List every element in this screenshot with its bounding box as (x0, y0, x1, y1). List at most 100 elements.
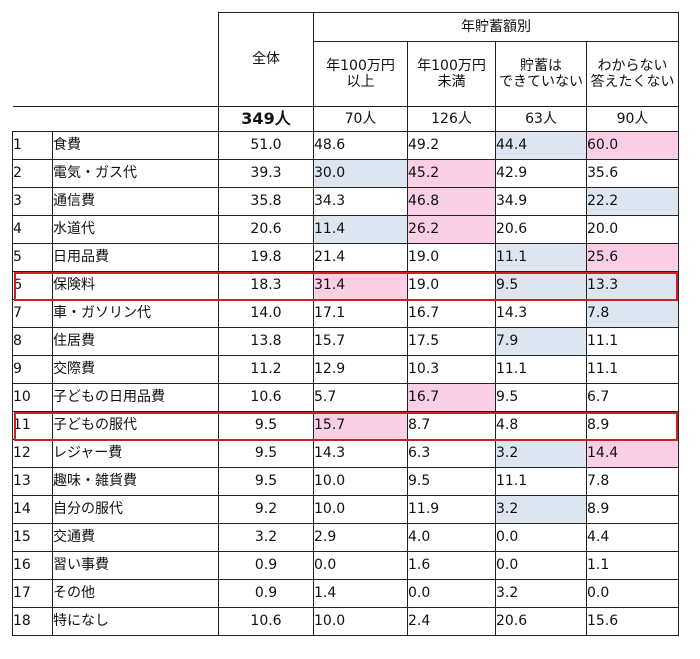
total-cell: 0.9 (218, 579, 314, 608)
value-cell: 15.7 (313, 411, 408, 440)
value-cell: 14.3 (313, 439, 408, 468)
value-cell: 7.8 (586, 467, 679, 496)
column-header: 貯蓄は できていない (495, 41, 587, 107)
column-count: 63人 (495, 106, 587, 132)
table-row: 1 食費 51.0 48.6 49.2 44.4 60.0 (12, 131, 679, 160)
value-cell: 26.2 (407, 215, 496, 244)
table-row: 4 水道代 20.6 11.4 26.2 20.6 20.0 (12, 215, 679, 244)
item-cell: 通信費 (52, 187, 219, 216)
rank-cell: 8 (12, 327, 53, 356)
value-cell: 15.6 (586, 607, 679, 636)
value-cell: 34.9 (495, 187, 587, 216)
value-cell: 31.4 (313, 271, 408, 300)
value-cell: 30.0 (313, 159, 408, 188)
value-cell: 22.2 (586, 187, 679, 216)
item-cell: 子どもの日用品費 (52, 383, 219, 412)
value-cell: 7.8 (586, 299, 679, 328)
value-cell: 11.1 (586, 355, 679, 384)
rank-cell: 18 (12, 607, 53, 636)
rank-cell: 4 (12, 215, 53, 244)
value-cell: 14.4 (586, 439, 679, 468)
value-cell: 0.0 (313, 551, 408, 580)
value-cell: 19.0 (407, 243, 496, 272)
value-cell: 60.0 (586, 131, 679, 160)
table-row: 6 保険料 18.3 31.4 19.0 9.5 13.3 (12, 271, 679, 300)
count-row-blank (12, 106, 219, 132)
value-cell: 8.9 (586, 411, 679, 440)
value-cell: 13.3 (586, 271, 679, 300)
rank-cell: 1 (12, 131, 53, 160)
rank-cell: 10 (12, 383, 53, 412)
total-cell: 0.9 (218, 551, 314, 580)
total-cell: 10.6 (218, 383, 314, 412)
value-cell: 9.5 (495, 271, 587, 300)
item-cell: 特になし (52, 607, 219, 636)
table-row: 10 子どもの日用品費 10.6 5.7 16.7 9.5 6.7 (12, 383, 679, 412)
value-cell: 15.7 (313, 327, 408, 356)
table-row: 8 住居費 13.8 15.7 17.5 7.9 11.1 (12, 327, 679, 356)
value-cell: 4.4 (586, 523, 679, 552)
value-cell: 3.2 (495, 579, 587, 608)
table-body: 1 食費 51.0 48.6 49.2 44.4 60.0 2 電気・ガス代 39.3 30.0 45… (12, 131, 679, 636)
rank-cell: 2 (12, 159, 53, 188)
value-cell: 1.4 (313, 579, 408, 608)
corner-blank (12, 12, 219, 107)
total-cell: 13.8 (218, 327, 314, 356)
total-cell: 10.6 (218, 607, 314, 636)
table-row: 14 自分の服代 9.2 10.0 11.9 3.2 8.9 (12, 495, 679, 524)
table-row: 16 習い事費 0.9 0.0 1.6 0.0 1.1 (12, 551, 679, 580)
item-cell: 車・ガソリン代 (52, 299, 219, 328)
value-cell: 46.8 (407, 187, 496, 216)
table-row: 3 通信費 35.8 34.3 46.8 34.9 22.2 (12, 187, 679, 216)
item-cell: 住居費 (52, 327, 219, 356)
total-cell: 9.2 (218, 495, 314, 524)
value-cell: 3.2 (495, 495, 587, 524)
table-row: 13 趣味・雑貨費 9.5 10.0 9.5 11.1 7.8 (12, 467, 679, 496)
table-row: 9 交際費 11.2 12.9 10.3 11.1 11.1 (12, 355, 679, 384)
column-header: 年100万円 以上 (313, 41, 408, 107)
total-cell: 9.5 (218, 411, 314, 440)
rank-cell: 11 (12, 411, 53, 440)
value-cell: 14.3 (495, 299, 587, 328)
item-cell: 水道代 (52, 215, 219, 244)
value-cell: 16.7 (407, 383, 496, 412)
rank-cell: 12 (12, 439, 53, 468)
table-row: 5 日用品費 19.8 21.4 19.0 11.1 25.6 (12, 243, 679, 272)
value-cell: 6.7 (586, 383, 679, 412)
value-cell: 0.0 (407, 579, 496, 608)
value-cell: 11.1 (495, 467, 587, 496)
total-cell: 19.8 (218, 243, 314, 272)
item-cell: 食費 (52, 131, 219, 160)
value-cell: 20.6 (495, 215, 587, 244)
value-cell: 9.5 (495, 383, 587, 412)
total-cell: 9.5 (218, 439, 314, 468)
total-count: 349人 (218, 106, 314, 132)
table-row: 17 その他 0.9 1.4 0.0 3.2 0.0 (12, 579, 679, 608)
table-row: 11 子どもの服代 9.5 15.7 8.7 4.8 8.9 (12, 411, 679, 440)
rank-cell: 5 (12, 243, 53, 272)
value-cell: 11.1 (495, 243, 587, 272)
table-row: 18 特になし 10.6 10.0 2.4 20.6 15.6 (12, 607, 679, 636)
value-cell: 17.1 (313, 299, 408, 328)
item-cell: 保険料 (52, 271, 219, 300)
item-cell: 交通費 (52, 523, 219, 552)
value-cell: 2.9 (313, 523, 408, 552)
value-cell: 16.7 (407, 299, 496, 328)
rank-cell: 7 (12, 299, 53, 328)
value-cell: 11.4 (313, 215, 408, 244)
value-cell: 25.6 (586, 243, 679, 272)
value-cell: 1.6 (407, 551, 496, 580)
total-cell: 35.8 (218, 187, 314, 216)
rank-cell: 17 (12, 579, 53, 608)
value-cell: 0.0 (586, 579, 679, 608)
column-header: 年100万円 未満 (407, 41, 496, 107)
item-cell: 子どもの服代 (52, 411, 219, 440)
value-cell: 35.6 (586, 159, 679, 188)
value-cell: 6.3 (407, 439, 496, 468)
item-cell: 交際費 (52, 355, 219, 384)
value-cell: 44.4 (495, 131, 587, 160)
value-cell: 17.5 (407, 327, 496, 356)
value-cell: 9.5 (407, 467, 496, 496)
value-cell: 48.6 (313, 131, 408, 160)
value-cell: 20.6 (495, 607, 587, 636)
